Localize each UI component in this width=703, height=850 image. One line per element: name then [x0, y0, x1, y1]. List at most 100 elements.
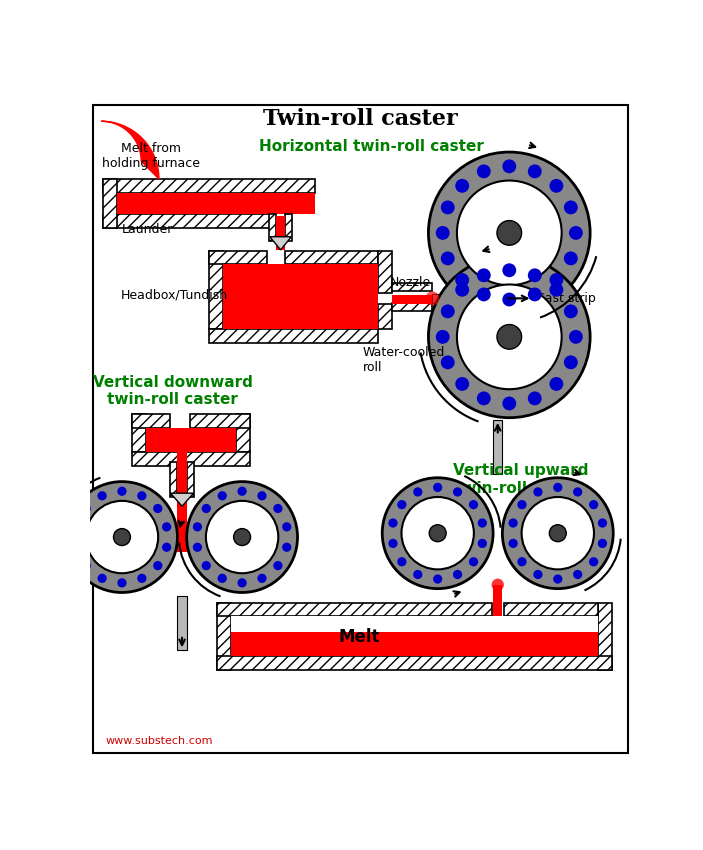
Circle shape: [569, 226, 583, 240]
Circle shape: [528, 269, 542, 282]
Bar: [432, 294, 494, 303]
Bar: [392, 303, 432, 310]
Bar: [103, 179, 117, 228]
Circle shape: [517, 500, 527, 509]
Circle shape: [117, 486, 127, 496]
Circle shape: [503, 397, 516, 411]
Circle shape: [67, 482, 177, 592]
Circle shape: [477, 164, 491, 178]
Circle shape: [428, 256, 590, 417]
Circle shape: [478, 518, 487, 528]
Text: Vertical upward
twin-roll caster: Vertical upward twin-roll caster: [453, 463, 588, 496]
Circle shape: [388, 518, 398, 528]
Circle shape: [401, 497, 474, 570]
Circle shape: [82, 561, 91, 570]
Bar: [378, 251, 392, 293]
Circle shape: [589, 557, 598, 566]
Circle shape: [573, 487, 582, 496]
Bar: [598, 603, 612, 671]
Circle shape: [117, 578, 127, 587]
Circle shape: [497, 221, 522, 245]
Circle shape: [517, 557, 527, 566]
Bar: [177, 507, 187, 552]
Circle shape: [436, 330, 450, 343]
Bar: [285, 213, 292, 241]
Bar: [217, 603, 491, 616]
Circle shape: [564, 304, 578, 318]
Circle shape: [569, 330, 583, 343]
Circle shape: [441, 355, 455, 369]
Bar: [132, 414, 146, 452]
Circle shape: [72, 522, 82, 531]
Circle shape: [238, 486, 247, 496]
Bar: [276, 216, 285, 250]
Circle shape: [564, 252, 578, 265]
Circle shape: [503, 159, 516, 173]
Circle shape: [456, 283, 469, 297]
Circle shape: [534, 487, 543, 496]
Circle shape: [273, 561, 283, 570]
Bar: [223, 264, 378, 329]
Circle shape: [534, 570, 543, 579]
Circle shape: [206, 501, 278, 573]
Circle shape: [382, 478, 493, 589]
Bar: [493, 420, 503, 474]
Circle shape: [564, 355, 578, 369]
Circle shape: [491, 579, 504, 591]
Bar: [169, 462, 177, 497]
Text: Launder: Launder: [122, 223, 174, 235]
Circle shape: [433, 483, 442, 492]
Circle shape: [553, 483, 562, 492]
Circle shape: [503, 292, 516, 307]
Circle shape: [82, 504, 91, 513]
Circle shape: [233, 529, 250, 546]
Circle shape: [564, 201, 578, 214]
Circle shape: [453, 570, 462, 579]
Circle shape: [137, 574, 146, 583]
Bar: [231, 616, 598, 632]
Circle shape: [413, 570, 423, 579]
Circle shape: [469, 557, 478, 566]
Circle shape: [549, 524, 566, 541]
Bar: [209, 251, 223, 329]
Circle shape: [153, 561, 162, 570]
Circle shape: [425, 292, 439, 305]
Bar: [231, 616, 598, 656]
Bar: [236, 414, 250, 452]
Circle shape: [98, 491, 107, 501]
Bar: [103, 213, 280, 228]
Circle shape: [436, 226, 450, 240]
Circle shape: [162, 542, 172, 552]
Circle shape: [457, 285, 562, 389]
Bar: [132, 452, 250, 466]
Bar: [217, 656, 612, 671]
Bar: [285, 251, 378, 264]
Circle shape: [282, 542, 291, 552]
Circle shape: [550, 377, 563, 391]
Circle shape: [456, 178, 469, 193]
Circle shape: [153, 504, 162, 513]
Bar: [132, 414, 171, 428]
Circle shape: [453, 487, 462, 496]
Text: Water-cooled
roll: Water-cooled roll: [363, 346, 446, 374]
Polygon shape: [270, 237, 291, 250]
Circle shape: [86, 501, 158, 573]
Circle shape: [477, 392, 491, 405]
Bar: [177, 428, 187, 507]
Bar: [103, 179, 315, 193]
Text: Cast strip: Cast strip: [536, 292, 596, 305]
Bar: [269, 213, 276, 241]
Circle shape: [441, 252, 455, 265]
Circle shape: [98, 574, 107, 583]
Polygon shape: [171, 493, 193, 507]
Bar: [190, 414, 250, 428]
Circle shape: [428, 152, 590, 314]
Bar: [392, 283, 432, 291]
Circle shape: [388, 539, 398, 548]
Text: Nozzle: Nozzle: [390, 276, 431, 290]
Circle shape: [456, 377, 469, 391]
Circle shape: [456, 273, 469, 287]
Circle shape: [113, 529, 131, 546]
Circle shape: [257, 574, 266, 583]
Circle shape: [503, 478, 613, 589]
